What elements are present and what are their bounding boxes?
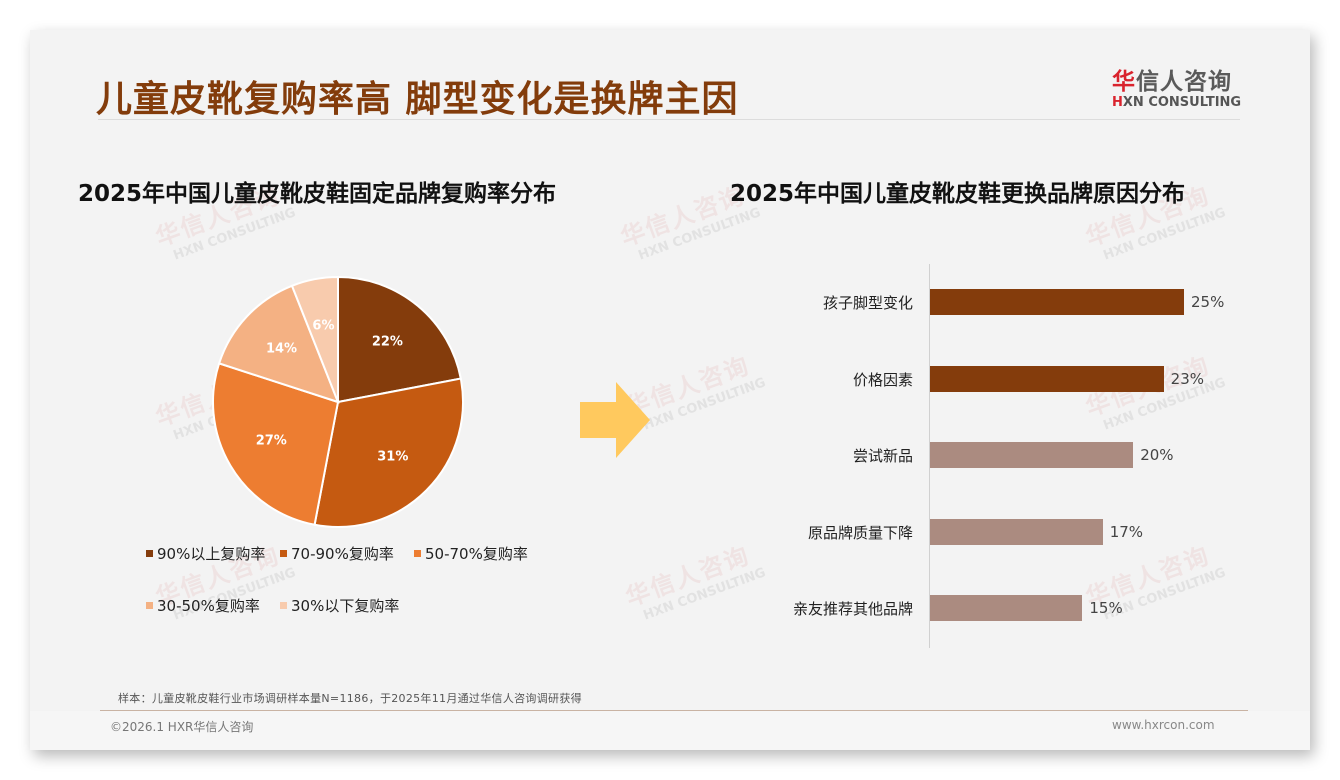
legend-item: 70-90%复购率 (280, 543, 394, 564)
bar-row: 价格因素 23% (730, 366, 1250, 392)
website-link[interactable]: www.hxrcon.com (1112, 718, 1215, 732)
bar-row: 孩子脚型变化 25% (730, 289, 1250, 315)
bar-value: 17% (1109, 523, 1144, 541)
legend-label: 90%以上复购率 (157, 545, 266, 563)
pie-slice (217, 284, 340, 404)
legend-item: 90%以上复购率 (146, 543, 265, 564)
bar-row: 尝试新品 20% (730, 442, 1250, 468)
bar-value: 25% (1191, 293, 1225, 311)
pie-slice (212, 362, 340, 526)
pie-slice (337, 275, 462, 404)
copyright: ©2026.1 HXR华信人咨询 (110, 720, 254, 734)
bar-chart-title: 2025年中国儿童皮靴皮鞋更换品牌原因分布 (730, 181, 1186, 207)
bar-label: 原品牌质量下降 (807, 524, 913, 542)
legend-swatch (280, 550, 287, 557)
bar (930, 519, 1103, 545)
footer-band (30, 711, 1310, 750)
pie-chart-title: 2025年中国儿童皮靴皮鞋固定品牌复购率分布 (78, 181, 557, 207)
bar-value: 20% (1140, 446, 1174, 464)
title-divider (98, 119, 1240, 120)
bar-label: 亲友推荐其他品牌 (792, 600, 913, 618)
logo-en-text: XN CONSULTING (1122, 95, 1242, 110)
footer-divider (100, 710, 1248, 711)
logo-en: HXN CONSULTING (1112, 95, 1242, 110)
legend-label: 30-50%复购率 (157, 597, 260, 615)
legend-swatch (414, 550, 421, 557)
legend-item: 30%以下复购率 (280, 595, 399, 616)
page-title: 儿童皮靴复购率高 脚型变化是换牌主因 (96, 79, 739, 120)
legend-swatch (146, 550, 153, 557)
pie-slice (313, 377, 464, 528)
legend-swatch (146, 602, 153, 609)
legend-item: 30-50%复购率 (146, 595, 260, 616)
bar (930, 595, 1083, 621)
pie-slice-label: 22% (371, 334, 403, 350)
pie-chart-svg (212, 275, 464, 528)
legend-label: 70-90%复购率 (291, 545, 394, 563)
bar-chart-axis (929, 264, 930, 648)
legend-item: 50-70%复购率 (414, 543, 528, 564)
logo-cn: 华信人咨询 (1112, 62, 1242, 96)
pie-slice-label: 31% (377, 449, 409, 465)
slide: 儿童皮靴复购率高 脚型变化是换牌主因 华信人咨询 HXN CONSULTING … (30, 30, 1310, 750)
brand-logo: 华信人咨询 HXN CONSULTING (1112, 62, 1242, 110)
bar (930, 289, 1184, 315)
logo-en-accent: H (1112, 95, 1123, 110)
bar-row: 亲友推荐其他品牌 15% (730, 595, 1250, 621)
sample-note: 样本：儿童皮靴皮鞋行业市场调研样本量N=1186，于2025年11月通过华信人咨… (118, 692, 582, 705)
legend-label: 50-70%复购率 (425, 545, 528, 563)
logo-cn-text: 信人咨询 (1136, 69, 1232, 95)
bar-label: 价格因素 (852, 371, 913, 389)
pie-slice-label: 27% (255, 433, 287, 449)
bar (930, 366, 1164, 392)
legend-swatch (280, 602, 287, 609)
pie-slice-label: 14% (265, 341, 298, 357)
pie-chart: 22% 31% 27% 14% 6% (210, 274, 466, 530)
bar-label: 孩子脚型变化 (822, 294, 913, 312)
bar-value: 15% (1089, 599, 1123, 617)
arrow-right-icon (580, 382, 650, 462)
pie-slice (290, 275, 339, 403)
bar (930, 442, 1134, 468)
bar-value: 23% (1170, 370, 1205, 388)
legend-label: 30%以下复购率 (291, 597, 400, 615)
logo-accent: 华 (1112, 69, 1136, 95)
bar-label: 尝试新品 (852, 447, 913, 465)
bar-row: 原品牌质量下降 17% (730, 519, 1250, 545)
pie-slice-label: 6% (312, 318, 335, 334)
